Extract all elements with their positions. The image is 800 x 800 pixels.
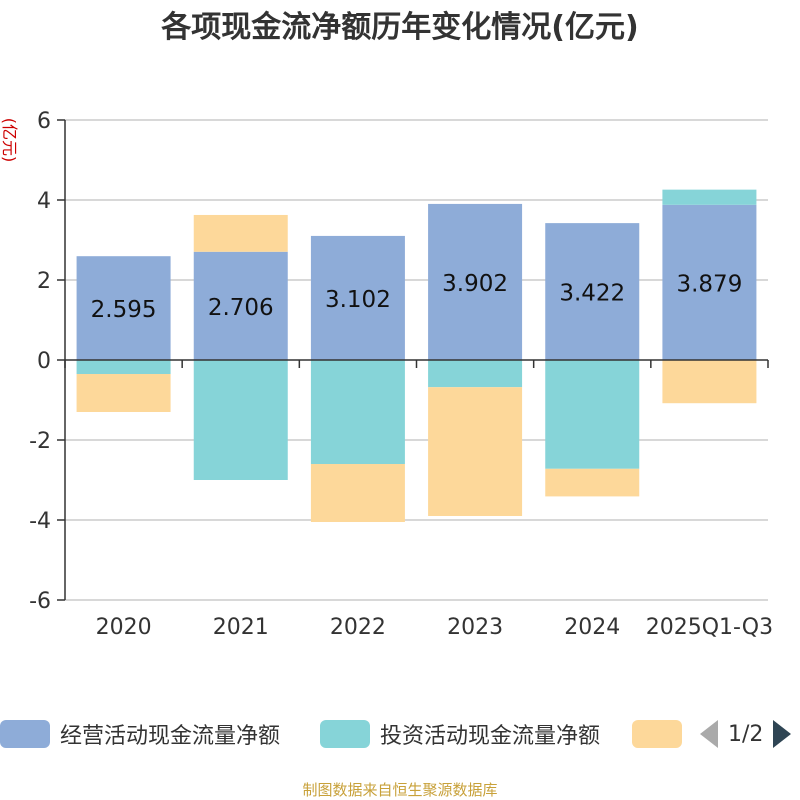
y-tick-label: -2 xyxy=(29,429,51,454)
bar-investing-2023 xyxy=(428,360,523,388)
legend-swatch-financing xyxy=(632,720,682,748)
y-tick-label: 4 xyxy=(37,189,51,214)
bar-financing-2024 xyxy=(545,468,640,497)
y-tick-label: 0 xyxy=(37,349,51,374)
axis-layer: 6 4 2 0 -2 -4 -6 (亿元) 2020 2021 2022 2023 2024 2025Q1… xyxy=(0,109,773,640)
bar-operating-2021 xyxy=(193,251,288,360)
bar-financing-2025Q1-Q3 xyxy=(662,360,757,404)
legend-item-operating[interactable]: 经营活动现金流量净额 xyxy=(0,716,280,752)
bar-investing-2022 xyxy=(310,360,405,464)
labels-layer: 2.595 2.706 3.102 3.902 3.422 3.879 xyxy=(91,271,743,323)
legend-pager: 1/2 xyxy=(700,716,792,752)
data-label: 3.102 xyxy=(325,287,391,313)
bar-financing-2023 xyxy=(428,387,523,516)
data-label: 3.902 xyxy=(442,271,508,297)
legend-item-financing[interactable] xyxy=(632,716,682,752)
bar-investing-2021 xyxy=(193,360,288,480)
bar-investing-2020 xyxy=(76,360,171,374)
data-label: 2.595 xyxy=(91,297,157,323)
source-note: 制图数据来自恒生聚源数据库 xyxy=(302,781,498,799)
legend-label-investing: 投资活动现金流量净额 xyxy=(380,724,601,749)
bar-operating-2020 xyxy=(76,256,171,360)
grid-layer xyxy=(65,119,768,601)
x-tick-label: 2020 xyxy=(96,615,152,640)
x-tick-label: 2025Q1-Q3 xyxy=(646,615,773,640)
y-tick-label: 2 xyxy=(37,269,51,294)
legend: 经营活动现金流量净额 投资活动现金流量净额 1/2 xyxy=(0,716,800,752)
chart-title: 各项现金流净额历年变化情况(亿元) xyxy=(161,10,639,45)
next-page-icon[interactable] xyxy=(773,720,792,748)
legend-swatch-operating xyxy=(0,720,50,748)
bar-investing-2025Q1-Q3 xyxy=(662,189,757,205)
x-tick-label: 2024 xyxy=(564,615,620,640)
data-label: 3.422 xyxy=(559,281,625,307)
x-tick-label: 2023 xyxy=(447,615,503,640)
data-label: 2.706 xyxy=(208,295,274,321)
legend-swatch-investing xyxy=(320,720,370,748)
x-tick-label: 2021 xyxy=(213,615,269,640)
bar-operating-2022 xyxy=(310,235,405,360)
x-tick-label: 2022 xyxy=(330,615,386,640)
bar-financing-2022 xyxy=(310,464,405,522)
legend-label-operating: 经营活动现金流量净额 xyxy=(60,724,281,749)
y-tick-label: -6 xyxy=(29,589,51,614)
prev-page-icon[interactable] xyxy=(700,720,718,748)
legend-item-investing[interactable]: 投资活动现金流量净额 xyxy=(320,716,600,752)
y-tick-label: 6 xyxy=(37,109,51,134)
bar-investing-2024 xyxy=(545,360,640,469)
y-tick-label: -4 xyxy=(29,509,51,534)
bar-financing-2020 xyxy=(76,374,171,412)
legend-page-indicator: 1/2 xyxy=(728,721,764,747)
y-axis-title: (亿元) xyxy=(0,118,19,163)
bar-operating-2024 xyxy=(545,223,640,360)
data-label: 3.879 xyxy=(676,271,742,297)
bar-operating-2025Q1-Q3 xyxy=(662,204,757,360)
bar-financing-2021 xyxy=(193,214,288,252)
bar-operating-2023 xyxy=(428,203,523,360)
chart-canvas: 6 4 2 0 -2 -4 -6 (亿元) 2020 2021 2022 2023 2024 2025Q1… xyxy=(0,109,773,640)
bars-layer xyxy=(76,189,757,522)
